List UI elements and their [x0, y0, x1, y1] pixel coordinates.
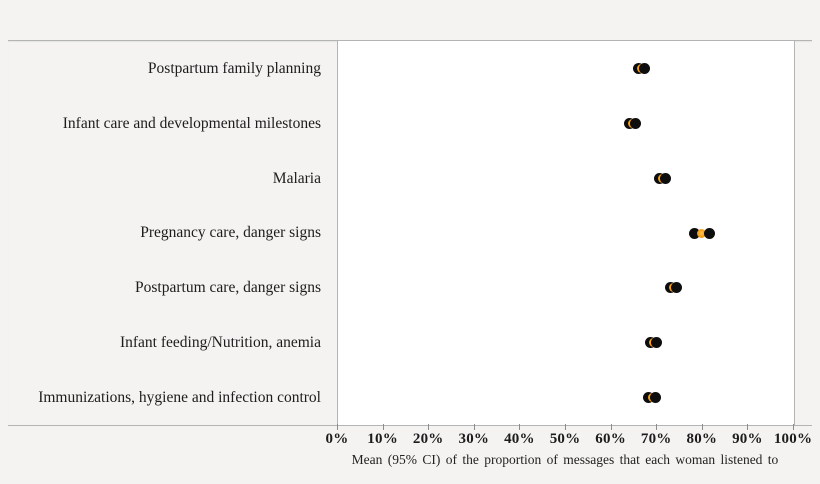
x-tick-mark — [793, 424, 794, 430]
x-tick-mark — [473, 424, 475, 430]
ci-endpoint-dot — [659, 172, 671, 184]
x-tick-mark — [701, 424, 703, 430]
category-label: Postpartum care, danger signs — [135, 279, 321, 297]
x-tick-label: 90% — [732, 431, 763, 447]
x-tick-mark — [610, 424, 612, 430]
x-tick-label: 20% — [412, 431, 444, 447]
chart-box: Postpartum family planning Infant care an… — [8, 40, 812, 426]
ci-endpoint-dot — [651, 337, 663, 349]
ci-endpoint-dot — [671, 282, 683, 294]
x-tick-mark — [656, 424, 658, 430]
category-label: Immunizations, hygiene and infection con… — [38, 389, 321, 407]
x-tick-mark — [519, 424, 521, 430]
ci-endpoint-dot — [703, 227, 715, 239]
x-tick-label: 0% — [325, 431, 349, 447]
x-axis-title: Mean (95% CI) of the proportion of messa… — [351, 452, 779, 467]
x-tick-mark — [428, 424, 430, 430]
ci-endpoint-dot — [689, 227, 701, 239]
x-tick-label: 70% — [640, 431, 672, 447]
x-tick-label: 60% — [595, 431, 626, 447]
plot-area — [337, 41, 795, 425]
ci-endpoint-dot — [649, 392, 661, 404]
category-label: Infant feeding/Nutrition, anemia — [119, 334, 321, 352]
x-tick-mark — [565, 424, 566, 430]
x-tick-label: 80% — [686, 431, 718, 447]
x-tick-label: 100% — [773, 431, 813, 447]
x-tick-label: 30% — [458, 431, 490, 447]
x-tick-label: 50% — [549, 431, 581, 447]
ci-endpoint-dot — [638, 62, 650, 74]
x-tick-label: 10% — [367, 431, 398, 447]
mean-dot — [697, 228, 707, 238]
x-axis: 0% 10% 20% 30% 40% 50% 60% 70% 80% 90% 100% — [0, 424, 820, 454]
x-tick-mark — [747, 424, 749, 430]
category-label: Pregnancy care, danger signs — [140, 224, 321, 242]
category-labels: Postpartum family planning Infant care an… — [8, 41, 337, 425]
x-tick-mark — [382, 424, 384, 430]
x-tick-mark — [337, 424, 338, 430]
ci-endpoint-dot — [630, 117, 642, 129]
x-tick-label: 40% — [504, 431, 535, 447]
category-label: Infant care and developmental milestones — [62, 114, 321, 132]
category-label: Postpartum family planning — [147, 59, 321, 77]
category-label: Malaria — [272, 169, 321, 187]
